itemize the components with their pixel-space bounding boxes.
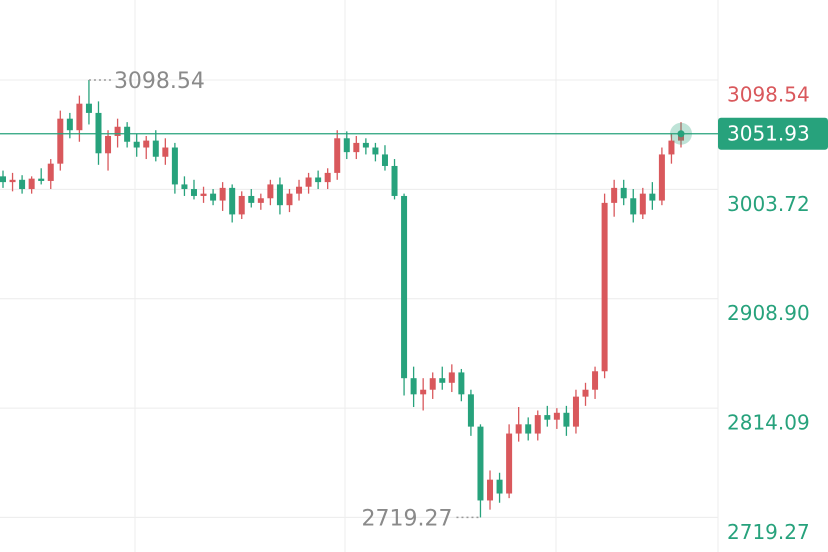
candle-body	[582, 389, 589, 397]
candle-body	[162, 147, 169, 157]
candle-body	[181, 184, 188, 190]
candle-body	[133, 141, 140, 148]
candle-body	[620, 187, 627, 199]
candle-body	[496, 479, 503, 494]
candle-body	[649, 193, 656, 201]
candle-body	[592, 371, 599, 390]
candle-body	[190, 189, 197, 196]
candle-body	[477, 426, 484, 501]
candle-body	[200, 193, 207, 196]
vertical-grid	[134, 0, 719, 552]
candle-body	[439, 378, 446, 383]
max-label: 3098.54	[114, 69, 205, 94]
candle-body	[95, 112, 102, 154]
candle-body	[105, 135, 112, 154]
candle-body	[391, 165, 398, 196]
candle-body	[229, 187, 236, 215]
candle-body	[353, 142, 360, 153]
candle-body	[611, 187, 618, 203]
candle-body	[238, 195, 245, 215]
candle-body	[248, 195, 255, 203]
candle-body	[343, 138, 350, 153]
candle-body	[171, 147, 178, 185]
candle-body	[152, 140, 159, 157]
candle-body	[429, 378, 436, 390]
candle-body	[334, 138, 341, 173]
candle-body	[639, 193, 646, 215]
candle-body	[9, 179, 16, 183]
candle-body	[85, 103, 92, 113]
candle-body	[28, 178, 35, 190]
candle-body	[66, 118, 73, 131]
candle-body	[630, 198, 637, 215]
candle-body	[487, 479, 494, 501]
candle-body	[19, 179, 26, 190]
current-dot	[677, 130, 685, 138]
candle-body	[658, 154, 665, 201]
candle-body	[601, 202, 608, 372]
candle-body	[515, 424, 522, 434]
candle-body	[381, 154, 388, 166]
y-tick-label: 3003.72	[727, 192, 810, 216]
candle-body	[210, 193, 217, 201]
candle-body	[0, 176, 6, 183]
min-label: 2719.27	[361, 506, 452, 531]
candle-body	[401, 195, 408, 379]
candle-body	[410, 378, 417, 395]
y-tick-label: 2814.09	[727, 411, 810, 435]
candle-body	[420, 389, 427, 395]
candle-body	[553, 412, 560, 420]
candle-body	[362, 142, 369, 148]
candle-body	[534, 415, 541, 434]
candle-body	[143, 140, 150, 148]
current-price-label: 3051.93	[727, 121, 810, 145]
candle-body	[506, 433, 513, 494]
candle-body	[76, 103, 83, 131]
candle-body	[448, 372, 455, 383]
candle-body	[114, 126, 121, 136]
candle-body	[57, 118, 64, 164]
candle-body	[257, 198, 264, 203]
candle-body	[219, 187, 226, 201]
candle-body	[276, 184, 283, 206]
candle-body	[525, 424, 532, 434]
candle-body	[372, 147, 379, 155]
candle-body	[296, 186, 303, 194]
candle-body	[563, 412, 570, 427]
candle-body	[47, 163, 54, 181]
candle-body	[544, 415, 551, 420]
candle-body	[467, 394, 474, 427]
y-tick-label: 2908.90	[727, 301, 810, 325]
y-tick-label: 3098.54	[727, 82, 810, 106]
candle-body	[324, 172, 331, 183]
current-price-badge	[718, 117, 828, 150]
candle-body	[286, 193, 293, 206]
candle-body	[38, 178, 45, 181]
candle-body	[267, 184, 274, 199]
candle-body	[668, 140, 675, 155]
candle-body	[572, 396, 579, 427]
candle-body	[315, 177, 322, 183]
candle-body	[305, 177, 312, 187]
y-tick-label: 2719.27	[727, 520, 810, 544]
candle-body	[458, 372, 465, 395]
